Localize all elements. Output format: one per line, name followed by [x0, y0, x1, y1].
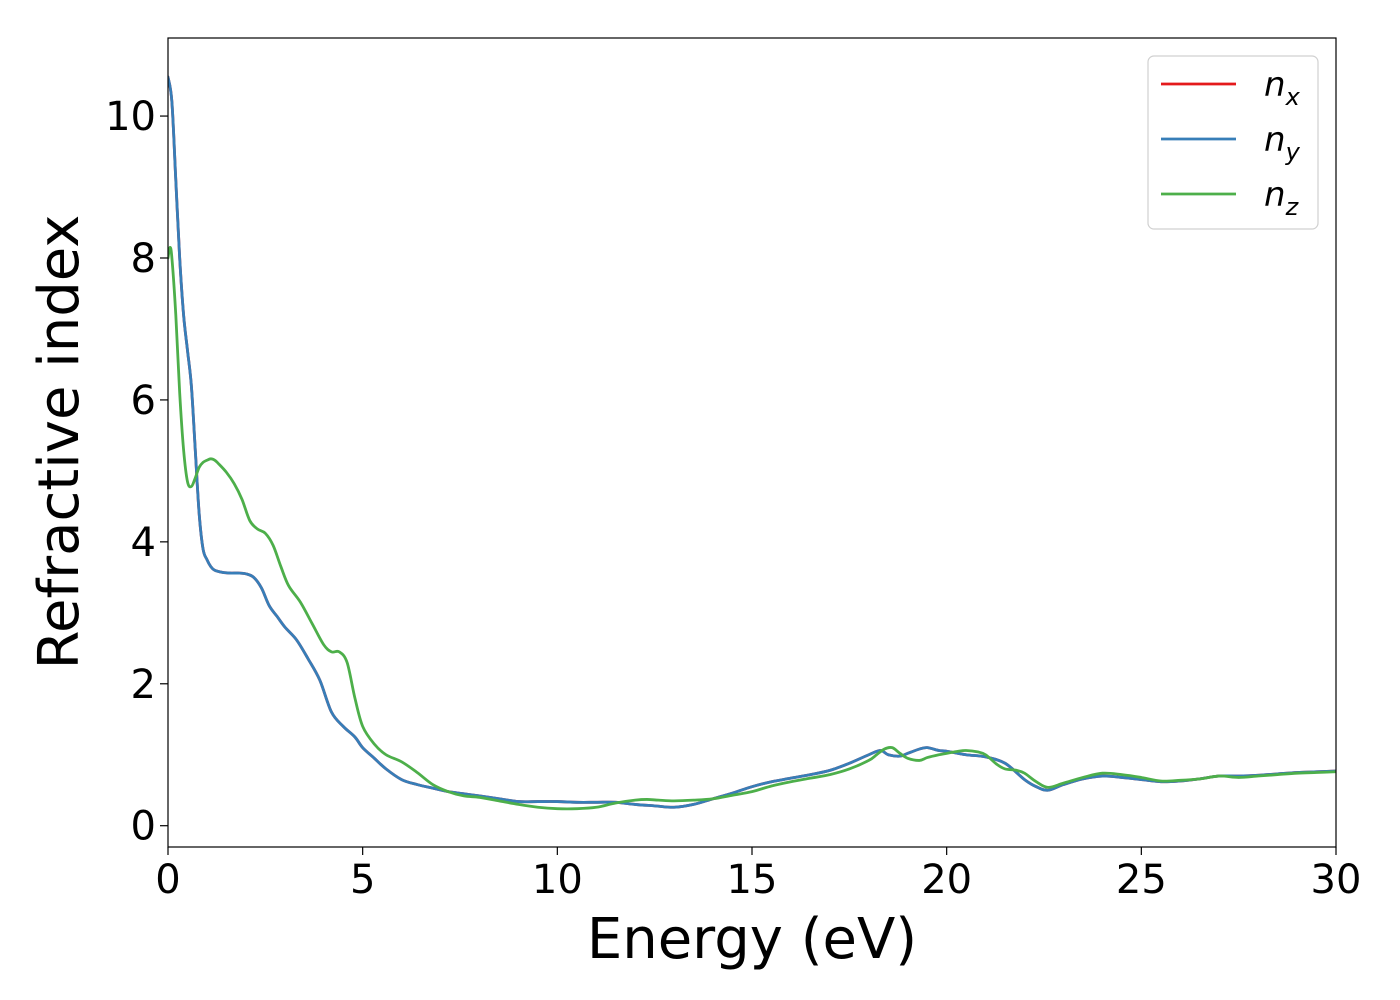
- y-tick-label: 4: [131, 520, 156, 566]
- x-tick-label: 15: [727, 857, 778, 903]
- y-axis: 0 2 4 6 8 10: [105, 94, 168, 850]
- y-tick-label: 8: [131, 236, 156, 282]
- y-tick-label: 10: [105, 94, 156, 140]
- x-tick-label: 20: [921, 857, 972, 903]
- x-tick-label: 5: [350, 857, 375, 903]
- series-layer: [168, 75, 1336, 811]
- y-tick-label: 2: [131, 662, 156, 708]
- x-axis: 0 5 10 15 20 25 30: [155, 847, 1361, 903]
- x-tick-label: 10: [532, 857, 583, 903]
- y-tick-label: 6: [131, 378, 156, 424]
- x-tick-label: 0: [155, 857, 180, 903]
- legend-frame: [1147, 55, 1319, 230]
- y-axis-label: Refractive index: [27, 215, 92, 670]
- x-axis-label: Energy (eV): [587, 907, 917, 972]
- series-line-nz: [168, 245, 1336, 811]
- series-line-ny: [168, 75, 1336, 809]
- x-tick-label: 25: [1116, 857, 1167, 903]
- x-tick-label: 30: [1311, 857, 1362, 903]
- y-tick-label: 0: [131, 804, 156, 850]
